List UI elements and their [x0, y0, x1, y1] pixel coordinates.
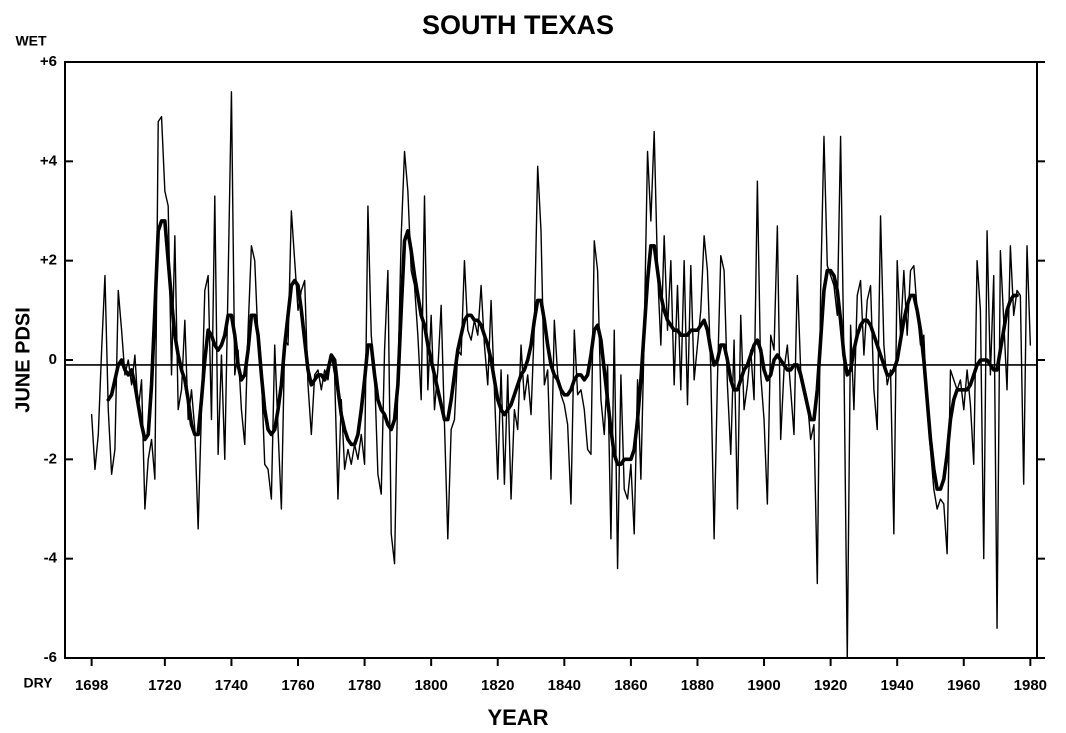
y-tick-label: -2	[44, 450, 57, 467]
y-tick-label: +6	[40, 53, 57, 70]
data-line	[90, 91, 1032, 659]
x-tick-label: 1860	[614, 677, 647, 694]
data-line	[106, 219, 1019, 491]
x-tick-label: 1800	[414, 677, 447, 694]
y-tick-label: +4	[40, 152, 58, 169]
y-tick-label: -6	[44, 649, 57, 666]
x-tick-label: 1880	[681, 677, 714, 694]
x-tick-label: 1760	[281, 677, 314, 694]
x-tick-label: 1960	[947, 677, 980, 694]
x-tick-label: 1940	[881, 677, 914, 694]
x-tick-label: 1980	[1014, 677, 1047, 694]
x-tick-label: 1920	[814, 677, 847, 694]
y-axis-label: JUNE PDSI	[12, 307, 34, 413]
dry-annotation: DRY	[23, 675, 53, 691]
y-tick-label: 0	[49, 351, 57, 368]
x-tick-label: 1840	[548, 677, 581, 694]
y-tick-label: -4	[44, 550, 58, 567]
x-axis-label: YEAR	[487, 705, 548, 730]
chart-title: SOUTH TEXAS	[422, 10, 614, 40]
x-tick-label: 1820	[481, 677, 514, 694]
x-tick-label: 1698	[75, 677, 108, 694]
x-tick-label: 1780	[348, 677, 381, 694]
wet-annotation: WET	[15, 33, 47, 49]
x-tick-label: 1900	[747, 677, 780, 694]
x-tick-label: 1740	[215, 677, 248, 694]
x-tick-label: 1720	[148, 677, 181, 694]
y-tick-label: +2	[40, 252, 57, 269]
